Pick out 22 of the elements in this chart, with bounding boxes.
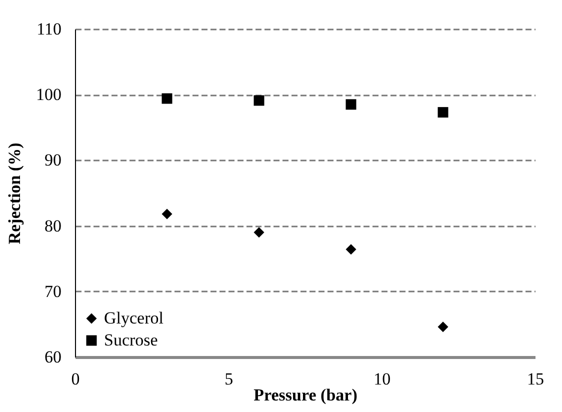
point [254,227,264,238]
x-tick-label: 15 [527,370,544,388]
legend-label: Glycerol [104,308,164,328]
x-axis-title: Pressure (bar) [254,386,358,404]
y-tick-label: 70 [44,282,62,301]
point [162,208,172,220]
y-tick-label: 80 [44,216,62,236]
y-tick-label: 60 [44,348,62,366]
point [346,99,356,110]
point [438,322,448,332]
x-tick-label: 10 [374,370,391,388]
x-tick-label: 0 [71,370,80,388]
y-tick-label: 100 [36,85,62,104]
legend-label: Sucrose [104,330,158,350]
y-tick-label: 90 [44,150,62,170]
point [346,244,356,255]
x-tick-label: 5 [224,370,234,388]
point [162,93,172,104]
y-tick-label: 110 [36,20,62,38]
y-axis-title: Rejection (%) [5,142,24,244]
point [254,95,264,106]
point [438,107,448,118]
